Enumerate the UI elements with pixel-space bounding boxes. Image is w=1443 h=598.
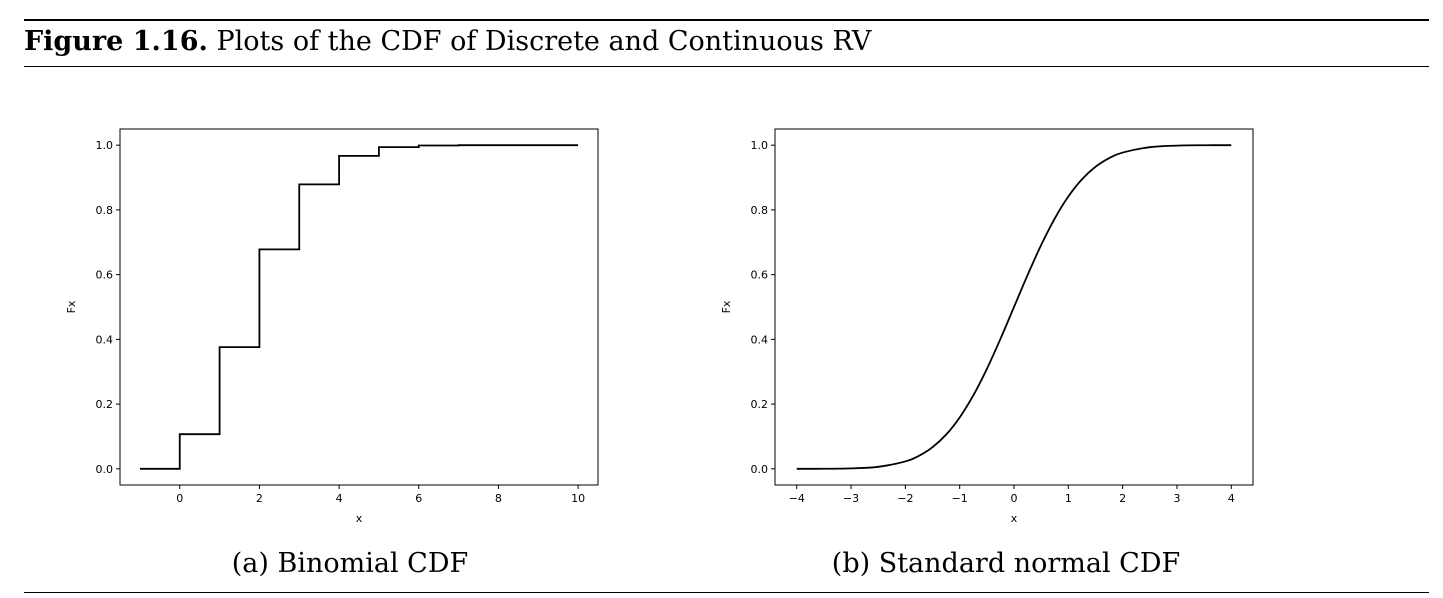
y-tick-label: 0.2: [751, 398, 769, 411]
top-rule: [24, 19, 1429, 21]
y-axis-label: Fx: [720, 300, 733, 313]
figure-title: Figure 1.16. Plots of the CDF of Discret…: [24, 24, 871, 60]
figure-label: Figure 1.16.: [24, 26, 208, 57]
x-tick-label: 2: [1119, 492, 1126, 505]
x-tick-label: −1: [952, 492, 968, 505]
subcaption-normal: (b) Standard normal CDF: [831, 548, 1181, 579]
x-tick-label: 3: [1173, 492, 1180, 505]
series-line: [139, 144, 579, 470]
x-tick-label: 4: [1228, 492, 1235, 505]
y-tick-label: 1.0: [96, 139, 114, 152]
y-tick-label: 0.4: [751, 333, 769, 346]
x-tick-label: 2: [256, 492, 263, 505]
y-tick-label: 0.6: [96, 269, 114, 282]
y-tick-label: 0.4: [96, 333, 114, 346]
x-axis-label: x: [1011, 512, 1018, 525]
subcaption-binomial: (a) Binomial CDF: [231, 548, 469, 579]
y-tick-label: 0.6: [751, 269, 769, 282]
x-tick-label: 8: [495, 492, 502, 505]
series-line: [796, 144, 1232, 470]
normal-cdf-chart: −4 −3 −2 −1 0 1 2 3 4 0.0 0.2 0.4 0.6 0.8 1.0 x Fx: [720, 128, 1254, 525]
y-axis-label: Fx: [65, 300, 78, 313]
bottom-rule: [24, 592, 1429, 593]
x-tick-label: −3: [843, 492, 859, 505]
y-tick-label: 0.0: [751, 463, 769, 476]
x-tick-label: 6: [415, 492, 422, 505]
x-tick-label: −4: [789, 492, 805, 505]
y-tick-label: 0.8: [751, 204, 769, 217]
x-tick-label: 0: [1011, 492, 1018, 505]
x-tick-label: −2: [897, 492, 913, 505]
y-tick-label: 0.0: [96, 463, 114, 476]
figure-title-text: Plots of the CDF of Discrete and Continu…: [216, 26, 872, 57]
y-tick-label: 1.0: [751, 139, 769, 152]
x-tick-label: 1: [1065, 492, 1072, 505]
x-tick-label: 10: [571, 492, 585, 505]
y-tick-label: 0.2: [96, 398, 114, 411]
x-axis-label: x: [356, 512, 363, 525]
axes-frame: [119, 128, 599, 486]
title-rule: [24, 66, 1429, 67]
x-tick-label: 4: [336, 492, 343, 505]
binomial-cdf-chart: 0 2 4 6 8 10 0.0 0.2 0.4 0.6 0.8 1.0 x Fx: [65, 128, 599, 525]
x-tick-label: 0: [176, 492, 183, 505]
y-tick-label: 0.8: [96, 204, 114, 217]
